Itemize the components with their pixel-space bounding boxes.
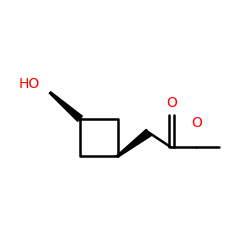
Polygon shape	[49, 92, 82, 122]
Text: HO: HO	[18, 77, 40, 91]
Polygon shape	[117, 129, 151, 157]
Text: O: O	[191, 116, 202, 130]
Text: O: O	[166, 96, 177, 110]
